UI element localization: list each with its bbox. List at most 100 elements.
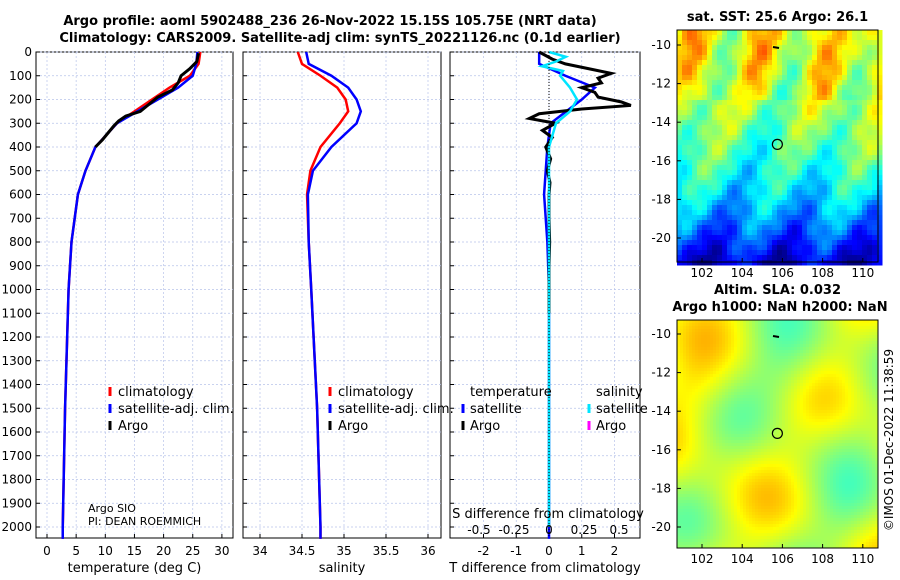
map-cell <box>740 338 744 342</box>
map-cell <box>747 205 753 211</box>
map-cell <box>836 404 840 408</box>
legend-title-temperature: temperature <box>470 385 552 400</box>
map-cell <box>792 125 798 131</box>
map-cell <box>824 359 828 363</box>
map-cell <box>687 215 693 221</box>
map-cell <box>716 422 720 426</box>
map-cell <box>692 55 698 61</box>
map-cell <box>833 419 837 423</box>
x-tick-label: 2 <box>611 544 619 558</box>
map-cell <box>772 230 778 236</box>
map-cell <box>824 344 828 348</box>
map-cell <box>832 35 838 41</box>
map-cell <box>713 410 717 414</box>
map-cell <box>833 338 837 342</box>
map-cell <box>794 407 798 411</box>
map-cell <box>742 45 748 51</box>
map-cell <box>803 323 807 327</box>
map-cell <box>680 419 684 423</box>
map-cell <box>707 225 713 231</box>
map-cell <box>707 431 711 435</box>
map-cell <box>832 130 838 136</box>
map-cell <box>833 437 837 441</box>
map-cell <box>797 65 803 71</box>
map-cell <box>807 230 813 236</box>
map-cell <box>777 190 783 196</box>
map-cell <box>792 45 798 51</box>
map-cell <box>746 401 750 405</box>
map-cell <box>697 120 703 126</box>
map-cell <box>842 368 846 372</box>
map-cell <box>875 410 879 414</box>
map-cell <box>762 260 768 266</box>
map-cell <box>854 341 858 345</box>
map-cell <box>727 70 733 76</box>
map-cell <box>772 150 778 156</box>
map-cell <box>719 386 723 390</box>
map-cell <box>677 335 681 339</box>
map-cell <box>716 404 720 408</box>
map-cell <box>710 407 714 411</box>
map-cell <box>722 356 726 360</box>
map-cell <box>872 332 876 336</box>
map-cell <box>824 410 828 414</box>
map-cell <box>863 383 867 387</box>
map-cell <box>764 356 768 360</box>
map-cell <box>839 338 843 342</box>
map-cell <box>740 353 744 357</box>
map-cell <box>787 180 793 186</box>
map-cell <box>749 392 753 396</box>
map-cell <box>746 404 750 408</box>
map-cell <box>830 416 834 420</box>
map-cell <box>802 235 808 241</box>
map-cell <box>719 407 723 411</box>
s-tick-label: 0 <box>545 523 553 537</box>
map-cell <box>743 353 747 357</box>
map-cell <box>842 90 848 96</box>
map-cell <box>785 434 789 438</box>
map-cell <box>802 35 808 41</box>
map-cell <box>692 371 696 375</box>
map-cell <box>752 180 758 186</box>
map-cell <box>792 215 798 221</box>
map-cell <box>742 235 748 241</box>
map-cell <box>860 434 864 438</box>
map-cell <box>749 434 753 438</box>
map-cell <box>687 245 693 251</box>
map-cell <box>852 145 858 151</box>
map-cell <box>680 395 684 399</box>
map-cell <box>773 440 777 444</box>
map-cell <box>764 407 768 411</box>
map-cell <box>734 359 738 363</box>
map-cell <box>812 165 818 171</box>
map-cell <box>680 350 684 354</box>
map-cell <box>772 245 778 251</box>
map-cell <box>818 389 822 393</box>
map-cell <box>772 55 778 61</box>
map-cell <box>847 155 853 161</box>
map-cell <box>863 407 867 411</box>
map-cell <box>757 185 763 191</box>
map-cell <box>712 30 718 36</box>
map-cell <box>845 377 849 381</box>
map-cell <box>716 344 720 348</box>
map-cell <box>737 205 743 211</box>
map-cell <box>755 359 759 363</box>
map-cell <box>740 395 744 399</box>
map-cell <box>827 220 833 226</box>
map-cell <box>712 125 718 131</box>
map-cell <box>862 50 868 56</box>
map-cell <box>797 30 803 36</box>
map-cell <box>806 359 810 363</box>
map-cell <box>742 210 748 216</box>
map-cell <box>872 180 878 186</box>
map-cell <box>847 125 853 131</box>
map-cell <box>755 404 759 408</box>
map-cell <box>683 383 687 387</box>
map-cell <box>857 240 863 246</box>
map-cell <box>707 389 711 393</box>
map-cell <box>827 425 831 429</box>
map-cell <box>698 434 702 438</box>
map-cell <box>803 413 807 417</box>
map-cell <box>788 437 792 441</box>
